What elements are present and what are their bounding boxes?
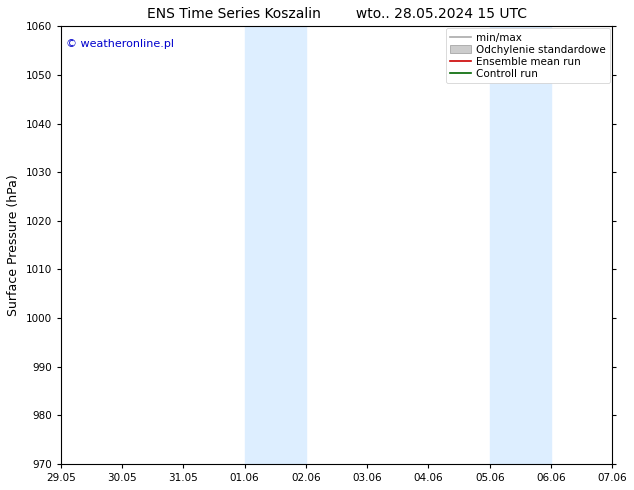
Bar (489, 26, 551, 464)
Bar (245, 26, 306, 464)
Legend: min/max, Odchylenie standardowe, Ensemble mean run, Controll run: min/max, Odchylenie standardowe, Ensembl… (446, 28, 610, 83)
Y-axis label: Surface Pressure (hPa): Surface Pressure (hPa) (7, 174, 20, 316)
Text: © weatheronline.pl: © weatheronline.pl (67, 39, 174, 49)
Title: ENS Time Series Koszalin        wto.. 28.05.2024 15 UTC: ENS Time Series Koszalin wto.. 28.05.202… (146, 7, 526, 21)
